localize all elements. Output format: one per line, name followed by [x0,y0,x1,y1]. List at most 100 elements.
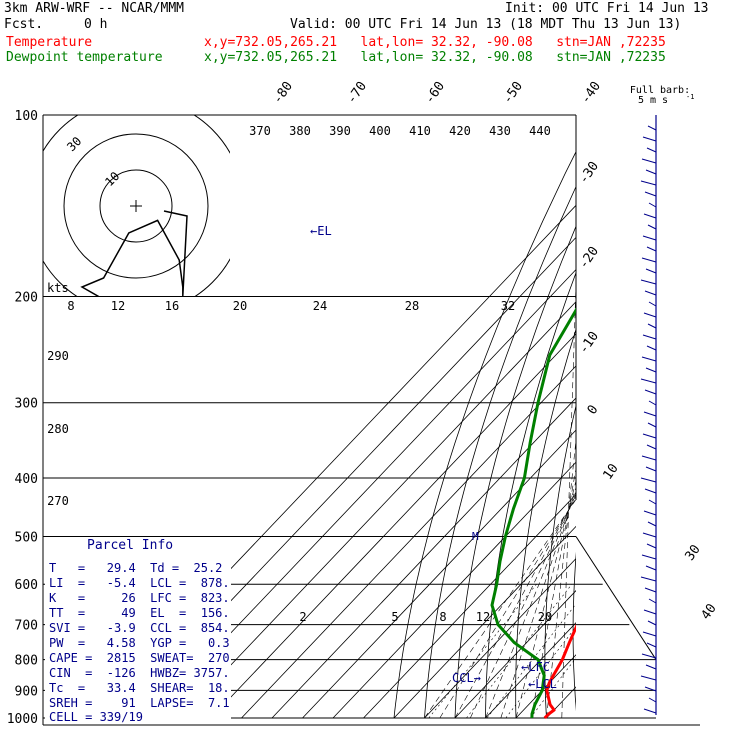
theta-left-label: 280 [47,422,69,436]
dewpoint-line [490,307,576,719]
dry-adiabat-line [702,115,740,718]
pressure-tick-label: 1000 [7,712,38,727]
ccl-marker: CCL→ [452,671,481,685]
pressure-tick-label: 200 [15,291,38,306]
parcel-row: SVI = -3.9 CCL = 854. [49,621,230,635]
wind-barb [646,543,657,549]
wind-barb [646,642,657,648]
mixing-ratio-label: 12 [111,299,125,313]
wind-barb [644,488,657,494]
m-marker: M [472,530,479,543]
wind-barb [646,246,657,252]
wind-barb [648,301,657,307]
pressure-tick-label: 700 [15,619,38,634]
wind-barb [644,587,657,593]
valid-time: Valid: 00 UTC Fri 14 Jun 13 (18 MDT Thu … [290,17,682,32]
dry-adiabat-line [454,225,576,719]
isotherm-line [180,301,576,719]
wind-barb [642,631,657,637]
isotherm-label: -10 [576,329,602,357]
parcel-row: LI = -5.4 LCL = 878. [49,576,230,590]
wind-barb [643,609,657,615]
dry-adiabat-line [726,115,740,718]
wind-barb [642,334,657,340]
moist-adiabat-line [546,437,576,719]
moist-adiabat-line [485,490,576,719]
isotherm-label: 40 [698,601,719,622]
wind-barb [645,169,657,175]
wind-barb [642,433,657,439]
lower-mixing-label: 8 [439,610,446,624]
dry-adiabat-line [485,271,576,719]
moist-adiabat-line [500,486,576,719]
wind-barb [641,356,657,362]
wind-barb [643,708,657,714]
lower-mixing-label: 5 [391,610,398,624]
parcel-info-box: Parcel Info T = 29.4 Td = 25.2 LI = -5.4… [45,538,231,724]
dry-adiabat-line [627,115,721,718]
wind-barb [646,147,657,153]
parcel-row: Tc = 33.4 SHEAR= 18. [49,681,230,695]
theta-label: 410 [409,124,431,138]
pressure-tick-label: 300 [15,397,38,412]
hodograph [43,115,230,296]
parcel-row: K = 26 LFC = 823. [49,591,230,605]
dewpoint-legend-label: Dewpoint temperature [6,50,163,65]
moist-adiabat-line [424,498,576,719]
wind-legend-line1: Full barb: [630,85,690,96]
theta-left-label: 270 [47,494,69,508]
mixing-ratio-line [466,584,573,719]
wind-barb [648,400,657,406]
isotherm-label: -60 [422,79,448,107]
wind-barb [641,653,657,659]
pressure-tick-label: 500 [15,530,38,545]
theta-label: 390 [329,124,351,138]
wind-barb [643,411,657,417]
temperature-line [543,623,576,720]
dry-adiabat-line [424,185,576,719]
background-lines [88,115,740,719]
pressure-tick-label: 100 [15,109,38,124]
parcel-row: CIN = -126 HWBZ= 3757. [49,666,230,680]
isotherm-line [577,115,740,718]
wind-barb [648,499,657,505]
isotherm-line [424,557,576,719]
mixing-ratio-label: 32 [501,299,515,313]
theta-left-label: 290 [47,349,69,363]
isotherm-line [393,525,576,719]
wind-barb [643,312,657,318]
header: 3km ARW-WRF -- NCAR/MMM Init: 00 UTC Fri… [0,0,740,68]
wind-barb [640,279,657,285]
lower-mixing-label: 2 [299,610,306,624]
wind-barb [641,455,657,461]
wind-barb [646,345,657,351]
wind-barb [643,510,657,516]
fcst-label: Fcst. [4,17,44,32]
isotherm-label: -50 [500,79,526,107]
moist-adiabat-line [561,274,576,719]
wind-barb [641,257,657,263]
wind-barb [640,576,657,582]
theta-label: 400 [369,124,391,138]
isotherm-label: 30 [682,542,703,563]
moist-adiabat-line [439,497,576,719]
parcel-row: T = 29.4 Td = 25.2 [49,561,223,575]
theta-label: 420 [449,124,471,138]
theta-label: 370 [249,124,271,138]
init-time: Init: 00 UTC Fri 14 Jun 13 [505,1,709,16]
lfc-marker: ←LFC [521,660,550,674]
wind-barb [642,235,657,241]
sounding-series [490,307,576,720]
wind-barb [648,202,657,208]
wind-barb [642,136,657,142]
parcel-info-title: Parcel Info [87,538,174,553]
pressure-tick-label: 900 [15,684,38,699]
parcel-row: TT = 49 EL = 156. [49,606,230,620]
mixing-ratio-label: 8 [67,299,74,313]
isotherm-line [241,365,576,719]
isotherm-line [210,333,576,719]
wind-barb [648,598,657,604]
mixing-ratio-line [530,657,576,719]
wind-barb [640,378,657,384]
